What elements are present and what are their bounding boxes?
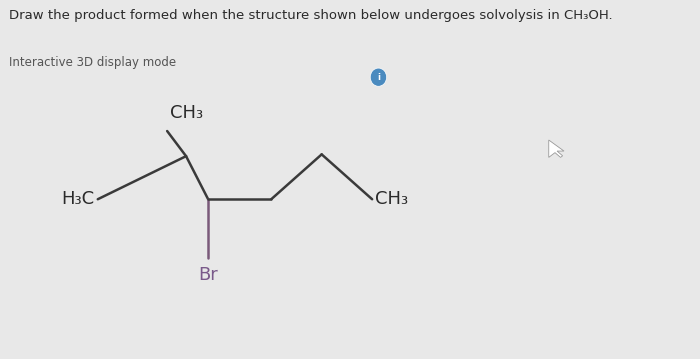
Text: CH₃: CH₃ [170, 104, 204, 122]
Text: H₃C: H₃C [62, 190, 94, 208]
Text: Interactive 3D display mode: Interactive 3D display mode [10, 56, 176, 69]
Polygon shape [549, 140, 564, 157]
Text: Draw the product formed when the structure shown below undergoes solvolysis in C: Draw the product formed when the structu… [10, 9, 613, 22]
Text: CH₃: CH₃ [375, 190, 408, 208]
Text: i: i [377, 73, 380, 82]
Text: Br: Br [198, 266, 218, 284]
Ellipse shape [370, 68, 386, 86]
